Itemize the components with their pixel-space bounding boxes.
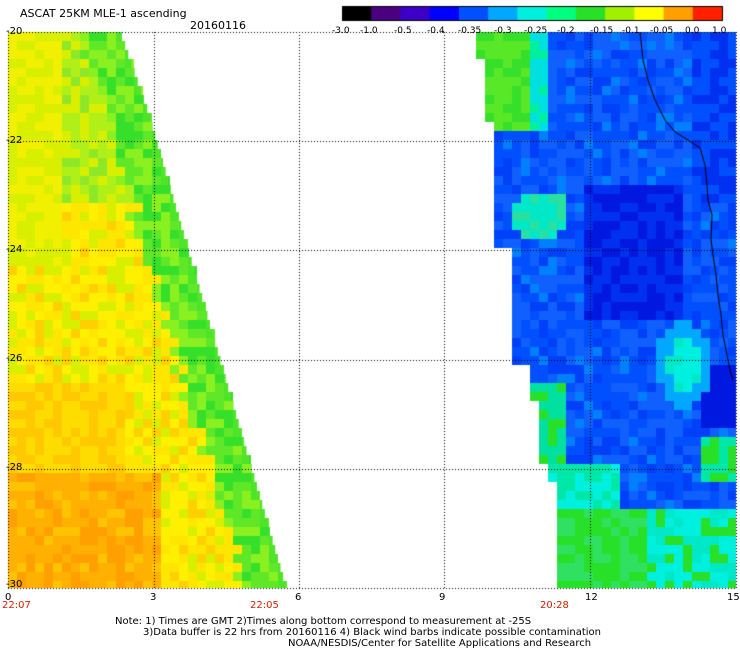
- colorbar-label: -0.2: [557, 26, 575, 36]
- colorbar-label: -0.05: [650, 26, 674, 36]
- lat-label: -22: [6, 135, 23, 146]
- footer-note-line3: NOAA/NESDIS/Center for Satellite Applica…: [288, 638, 592, 649]
- time-label: 22:07: [2, 600, 31, 611]
- lon-label: 0: [5, 592, 12, 603]
- date-label: 20160116: [190, 19, 246, 32]
- time-label: 20:28: [540, 600, 569, 611]
- colorbar-label: -0.5: [394, 26, 412, 36]
- colorbar-label: -0.3: [494, 26, 512, 36]
- lat-label: -28: [6, 462, 23, 473]
- colorbar-label: 1.0: [712, 26, 727, 36]
- lon-label: 6: [295, 592, 302, 603]
- lon-label: 15: [727, 592, 740, 603]
- lat-label: -24: [6, 244, 23, 255]
- lat-label: -26: [6, 353, 23, 364]
- colorbar-label: -0.15: [590, 26, 614, 36]
- colorbar-label: -0.4: [427, 26, 445, 36]
- footer-note-line1: Note: 1) Times are GMT 2)Times along bot…: [115, 616, 532, 627]
- page-title: ASCAT 25KM MLE-1 ascending: [20, 7, 187, 20]
- colorbar-label: -3.0: [332, 26, 350, 36]
- colorbar-label: -0.35: [458, 26, 482, 36]
- colorbar-label: 0.0: [685, 26, 700, 36]
- colorbar-label: -0.1: [622, 26, 640, 36]
- colorbar-label: -1.0: [360, 26, 378, 36]
- lon-label: 12: [585, 592, 598, 603]
- lat-label: -20: [6, 26, 23, 37]
- lon-label: 3: [150, 592, 157, 603]
- lat-label: -30: [6, 579, 23, 590]
- colorbar-label: -0.25: [524, 26, 548, 36]
- lon-label: 9: [439, 592, 446, 603]
- time-label: 22:05: [250, 600, 279, 611]
- footer-note-line2: 3)Data buffer is 22 hrs from 20160116 4)…: [143, 627, 601, 638]
